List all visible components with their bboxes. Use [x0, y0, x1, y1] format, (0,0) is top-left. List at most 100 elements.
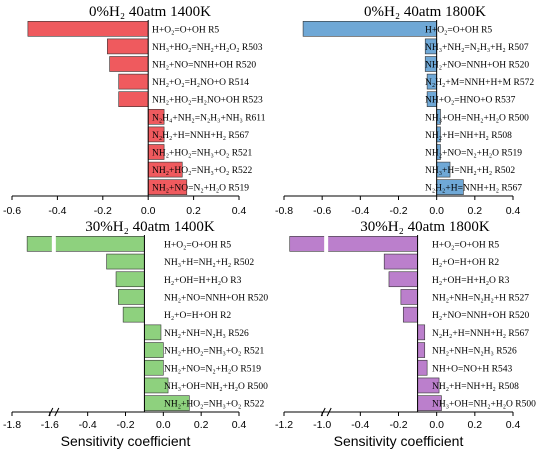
reaction-label: NH₂+NO=N₂+H₂O R519: [152, 184, 249, 194]
x-tick-label: 0.2: [468, 419, 483, 431]
reaction-label: NH₂+H=NH+H₂ R508: [425, 131, 512, 141]
x-tick-label: -1.2: [275, 419, 293, 431]
chart-title: 0%H₂ 40atm 1800K: [364, 4, 486, 20]
x-tick-label: 0.0: [429, 205, 444, 217]
chart-panel-2: 0%H₂ 40atm 1800K H+O₂=O+OH R5 NH₃+NH₂=N₂H₃…: [275, 4, 534, 217]
reaction-label: N₂H₂+M=NNH+H+M R572: [425, 78, 534, 88]
reaction-label: NH₂+NO=NNH+OH R520: [152, 61, 256, 71]
reaction-label: N₂H₂+H=NNH+H₂ R567: [432, 329, 529, 339]
reaction-label: H₂+OH=H+H₂O R3: [164, 276, 242, 286]
x-tick-label: 0.0: [156, 419, 171, 431]
x-tick-label: -0.2: [389, 205, 407, 217]
x-tick-label: -0.4: [48, 205, 66, 217]
reaction-label: NH₃+HO₂=NH₂+H₂O₂ R503: [152, 43, 263, 53]
bar: [107, 38, 149, 55]
bar: [144, 342, 164, 358]
x-tick-label: -0.4: [79, 419, 97, 431]
reaction-label: NH₂+NH=N₂H₂+H R527: [432, 293, 529, 303]
reaction-label: NH₂+NO=N₂+H₂O R519: [164, 364, 261, 374]
x-tick-label: 0.0: [429, 419, 444, 431]
bar: [402, 306, 418, 323]
reaction-label: H₂+NO=NNH+OH R520: [432, 311, 529, 321]
reaction-label: NH₂+HO₂=NH₃+O₂ R521: [152, 149, 253, 159]
reaction-label: NH₂+H=NH+H₂ R508: [432, 382, 519, 392]
reaction-label: H₂+O=H+OH R2: [432, 258, 499, 268]
x-tick-label: 0.2: [468, 205, 483, 217]
chart-title: 30%H₂ 40atm 1800K: [360, 219, 490, 235]
bar: [400, 289, 418, 305]
bar: [383, 253, 418, 270]
bar-break-gap: [51, 235, 56, 253]
reaction-label: NH₂+HO₂=H₂NO+OH R523: [152, 96, 263, 106]
reaction-label: NH₃+H=NH₂+H₂ R502: [164, 258, 254, 268]
reaction-label: N₂H₄+NH₂=N₂H₃+NH₃ R611: [152, 113, 266, 123]
bar: [118, 289, 145, 305]
bar: [289, 236, 418, 252]
reaction-label: NH₂+NO=NNH+OH R520: [164, 293, 268, 303]
x-tick-label: -0.2: [389, 419, 407, 431]
x-tick-label: -1.6: [41, 419, 59, 431]
x-tick-label: 0.4: [232, 205, 247, 217]
x-axis-label: Sensitivity coefficient: [334, 433, 464, 449]
reaction-label: NH₂+NH=N₂H₃ R526: [164, 329, 249, 339]
x-tick-label: -1.0: [313, 419, 331, 431]
reaction-label: N₂H₂+H=NNH+H₂ R567: [152, 131, 249, 141]
chart-panel-1: 0%H₂ 40atm 1400K H+O₂=O+OH R5 NH₃+HO₂=NH₂+…: [3, 4, 266, 217]
x-axis-label: Sensitivity coefficient: [61, 433, 191, 449]
x-tick-label: -0.6: [3, 205, 21, 217]
bar: [26, 236, 145, 252]
x-tick-label: 0.2: [194, 419, 209, 431]
reaction-label: H+O₂=O+OH R5: [164, 240, 231, 250]
reaction-label: NH₃+OH=NH₂+H₂O R500: [164, 382, 268, 392]
reaction-label: NH₂+HO₂=NH₃+O₂ R522: [164, 400, 265, 410]
chart-title: 30%H₂ 40atm 1400K: [85, 219, 215, 235]
bar: [417, 359, 428, 376]
x-tick-label: 0.0: [141, 205, 156, 217]
bar-break-gap: [324, 235, 329, 253]
bar: [302, 20, 437, 37]
reaction-label: NH₂+HO₂=NH₃+O₂ R521: [164, 347, 265, 357]
reaction-label: NH₂+HO₂=NH₃+O₂ R522: [152, 166, 253, 176]
reaction-label: NH₃+OH=NH₂+H₂O R500: [425, 113, 529, 123]
chart-panel-3: 30%H₂ 40atm 1400K H+O₂=O+OH R5 NH₃+H=NH₂+H…: [3, 219, 268, 449]
reaction-label: H+O₂=O+OH R5: [425, 25, 492, 35]
bar: [118, 91, 149, 107]
reaction-label: NH+O=NO+H R543: [432, 364, 512, 374]
reaction-label: NH₃+OH=NH₂+H₂O R500: [432, 400, 536, 410]
bar: [106, 253, 145, 270]
x-tick-label: -1.8: [3, 419, 21, 431]
reaction-label: NH₂+O₂=H₂NO+O R514: [152, 78, 249, 88]
bar: [417, 342, 426, 358]
bar: [122, 306, 145, 323]
bar: [27, 20, 149, 37]
reaction-label: NH₂+NH=N₂H₃ R526: [432, 347, 517, 357]
bar: [118, 73, 149, 90]
reaction-label: H+O₂=O+OH R5: [152, 25, 219, 35]
reaction-label: H₂+OH=H+H₂O R3: [432, 276, 510, 286]
x-tick-label: -0.4: [351, 419, 369, 431]
reaction-label: H+O₂=O+OH R5: [432, 240, 499, 250]
bar: [388, 271, 418, 288]
bar: [115, 271, 145, 288]
chart-panel-4: 30%H₂ 40atm 1800K H+O₂=O+OH R5 H₂+O=H+OH R…: [275, 219, 536, 449]
x-tick-label: -0.8: [275, 205, 293, 217]
x-tick-label: 0.2: [186, 205, 201, 217]
reaction-label: NH₂+NO=NNH+OH R520: [425, 61, 529, 71]
x-tick-label: -0.2: [116, 419, 134, 431]
x-tick-label: 0.4: [506, 419, 521, 431]
x-tick-label: 0.4: [232, 419, 247, 431]
x-tick-label: 0.4: [506, 205, 521, 217]
bar: [417, 324, 426, 341]
reaction-label: H₂+O=H+OH R2: [164, 311, 231, 321]
reaction-label: N₂H₂+H=NNH+H₂ R567: [425, 184, 522, 194]
x-tick-label: -0.6: [313, 205, 331, 217]
reaction-label: NH+O₂=HNO+O R537: [425, 96, 516, 106]
bar: [109, 56, 149, 72]
bar: [144, 359, 164, 376]
reaction-label: NH₃+NH₂=N₂H₃+H₂ R507: [425, 43, 529, 53]
bar: [144, 324, 162, 341]
reaction-label: NH₃+H=NH₂+H₂ R502: [425, 166, 515, 176]
reaction-label: NH₂+NO=N₂+H₂O R519: [425, 149, 522, 159]
x-tick-label: -0.2: [94, 205, 112, 217]
